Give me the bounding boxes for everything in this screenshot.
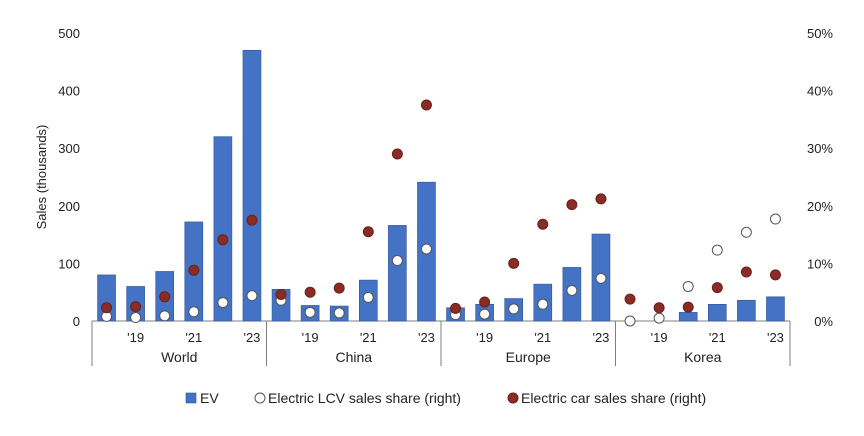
car-share-point bbox=[130, 301, 142, 313]
car-share-point bbox=[595, 193, 607, 205]
share-markers bbox=[101, 99, 781, 327]
lcv-share-point bbox=[246, 290, 258, 302]
group-label: World bbox=[161, 349, 197, 365]
lcv-share-point bbox=[217, 297, 229, 309]
group-label: Korea bbox=[684, 349, 722, 365]
y2-tick-label: 20% bbox=[807, 199, 833, 214]
x-tick-label: '23 bbox=[418, 330, 435, 345]
car-share-point bbox=[333, 282, 345, 294]
car-share-point bbox=[217, 234, 229, 246]
legend-label-lcv: Electric LCV sales share (right) bbox=[268, 390, 461, 406]
car-share-point bbox=[769, 269, 781, 281]
lcv-share-point bbox=[362, 291, 374, 303]
lcv-share-point bbox=[595, 272, 607, 284]
lcv-share-point bbox=[769, 213, 781, 225]
x-tick-label: '19 bbox=[476, 330, 493, 345]
car-share-point bbox=[159, 291, 171, 303]
car-share-point bbox=[653, 302, 665, 314]
lcv-share-point bbox=[624, 315, 636, 327]
car-share-point bbox=[246, 214, 258, 226]
car-share-point bbox=[188, 264, 200, 276]
x-axis-ticks: '19 '21 '23 '19 '21 '23 '19 '21 '23 '19 '21 '23 bbox=[127, 330, 784, 345]
legend-label-ev: EV bbox=[200, 390, 219, 406]
group-label: China bbox=[335, 349, 372, 365]
ev-bar bbox=[213, 136, 233, 322]
y-tick-label: 200 bbox=[58, 199, 80, 214]
lcv-share-point bbox=[566, 284, 578, 296]
y-tick-label: 0 bbox=[73, 314, 80, 329]
lcv-share-point bbox=[711, 244, 723, 256]
x-tick-label: '19 bbox=[127, 330, 144, 345]
lcv-share-point bbox=[188, 306, 200, 318]
y2-tick-label: 0% bbox=[814, 314, 833, 329]
ev-bar bbox=[737, 299, 756, 322]
x-tick-label: '19 bbox=[302, 330, 319, 345]
y-tick-label: 400 bbox=[58, 84, 80, 99]
group-labels: World China Europe Korea bbox=[161, 349, 722, 365]
y-tick-label: 300 bbox=[58, 141, 80, 156]
lcv-share-point bbox=[304, 306, 316, 318]
car-share-point bbox=[682, 301, 694, 313]
x-tick-label: '21 bbox=[709, 330, 726, 345]
legend-swatch-lcv bbox=[254, 392, 266, 404]
x-tick-label: '21 bbox=[185, 330, 202, 345]
ev-bar bbox=[242, 49, 262, 322]
y2-tick-label: 40% bbox=[807, 84, 833, 99]
car-share-point bbox=[537, 218, 549, 230]
y-axis-left-ticks: 0 100 200 300 400 500 bbox=[58, 26, 80, 329]
car-share-point bbox=[479, 296, 491, 308]
ev-bars bbox=[97, 49, 785, 322]
y-tick-label: 100 bbox=[58, 256, 80, 271]
legend-swatch-car bbox=[507, 392, 519, 404]
y2-tick-label: 10% bbox=[807, 256, 833, 271]
car-share-point bbox=[362, 226, 374, 238]
car-share-point bbox=[450, 302, 462, 314]
ev-bar bbox=[766, 296, 785, 322]
car-share-point bbox=[624, 293, 636, 305]
y-axis-right-ticks: 0% 10% 20% 30% 40% 50% bbox=[807, 26, 833, 329]
car-share-point bbox=[275, 289, 287, 301]
car-share-point bbox=[711, 282, 723, 294]
y2-tick-label: 30% bbox=[807, 141, 833, 156]
lcv-share-point bbox=[653, 312, 665, 324]
lcv-share-point bbox=[391, 255, 403, 267]
lcv-share-point bbox=[508, 303, 520, 315]
car-share-point bbox=[304, 286, 316, 298]
car-share-point bbox=[420, 99, 432, 111]
lcv-share-point bbox=[130, 312, 142, 324]
lcv-share-point bbox=[333, 307, 345, 319]
y-tick-label: 500 bbox=[58, 26, 80, 41]
x-tick-label: '21 bbox=[360, 330, 377, 345]
x-tick-label: '23 bbox=[243, 330, 260, 345]
lcv-share-point bbox=[537, 298, 549, 310]
ev-bar bbox=[678, 312, 698, 322]
x-tick-label: '23 bbox=[592, 330, 609, 345]
ev-bar bbox=[388, 225, 407, 322]
lcv-share-point bbox=[159, 310, 171, 322]
car-share-point bbox=[391, 148, 403, 160]
axis-lines bbox=[91, 320, 791, 366]
x-tick-label: '19 bbox=[651, 330, 668, 345]
car-share-point bbox=[740, 266, 752, 278]
x-tick-label: '23 bbox=[767, 330, 784, 345]
legend-swatch-ev bbox=[185, 392, 197, 404]
lcv-share-point bbox=[740, 226, 752, 238]
ev-bar bbox=[707, 303, 727, 322]
lcv-share-point bbox=[420, 243, 432, 255]
x-tick-label: '21 bbox=[534, 330, 551, 345]
legend-label-car: Electric car sales share (right) bbox=[521, 390, 706, 406]
car-share-point bbox=[508, 257, 520, 269]
car-share-point bbox=[566, 199, 578, 211]
group-label: Europe bbox=[506, 349, 551, 365]
legend: EV Electric LCV sales share (right) Electr… bbox=[185, 390, 706, 406]
lcv-share-point bbox=[682, 280, 694, 292]
car-share-point bbox=[101, 302, 113, 314]
y2-tick-label: 50% bbox=[807, 26, 833, 41]
y-axis-label: Sales (thousands) bbox=[34, 125, 49, 230]
lcv-share-point bbox=[479, 308, 491, 320]
